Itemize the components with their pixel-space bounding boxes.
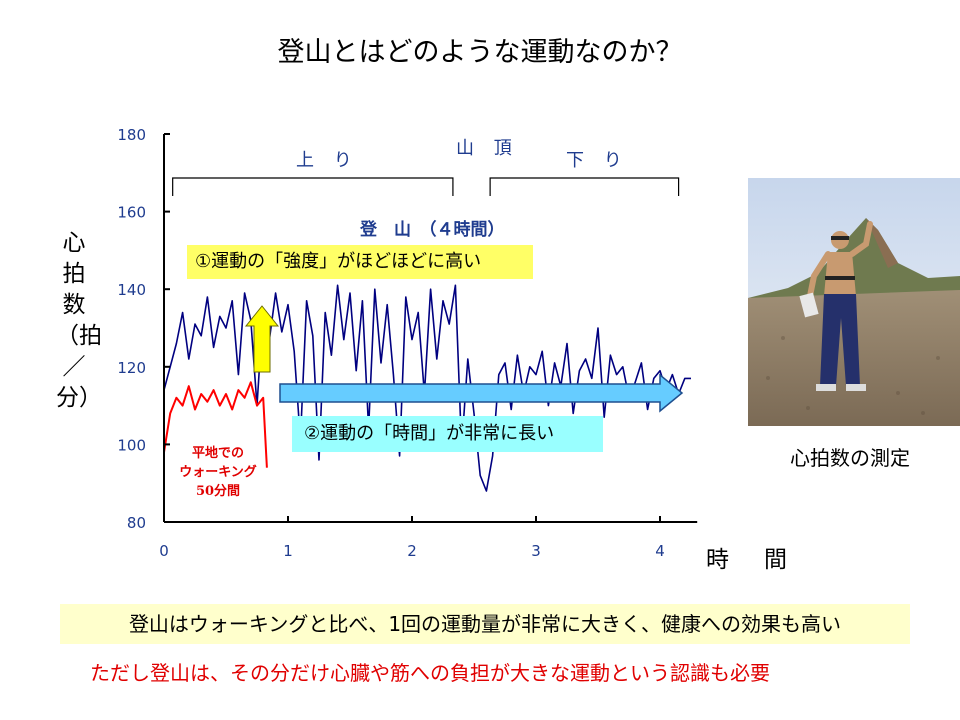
x-tick-label: 0 [159,542,169,560]
walking-heart-rate-line [163,381,268,468]
photo-caption: 心拍数の測定 [790,446,910,470]
y-tick-label: 120 [117,359,146,377]
phase-label-descent: 下 り [566,150,629,171]
x-axis-label: 時 間 [706,547,793,573]
duration-right-arrow [279,373,684,413]
intensity-up-arrow [244,305,280,373]
walking-annotation-line: ウォーキング [179,464,257,480]
y-tick-label: 140 [117,281,146,299]
intensity-callout: ①運動の「強度」がほどほどに高い [187,245,533,279]
x-tick-label: 4 [655,542,665,560]
ascent-bracket [172,177,454,196]
y-tick-label: 180 [117,126,146,144]
phase-label-ascent: 上 り [296,150,359,171]
descent-bracket [489,177,680,196]
x-tick-label: 1 [283,542,293,560]
duration-callout: ②運動の「時間」が非常に長い [292,416,603,452]
x-tick-label: 3 [531,542,541,560]
hiker-photo [748,178,960,426]
summary-statement: 登山はウォーキングと比べ、1回の運動量が非常に大きく、健康への効果も高い [60,604,910,644]
walking-annotation-line: 50分間 [196,483,240,499]
walking-annotation-line: 平地での [192,445,244,461]
y-tick-label: 80 [127,514,146,532]
y-tick-label: 100 [117,436,146,454]
slide-title: 登山とはどのような運動なのか？ [277,37,683,68]
warning-statement: ただし登山は、その分だけ心臓や筋への負担が大きな運動という認識も必要 [90,661,770,685]
phase-label-summit: 山 頂 [456,138,519,159]
y-tick-label: 160 [117,204,146,222]
x-tick-label: 2 [407,542,417,560]
hiking-series-label: 登 山 （４時間） [359,219,505,240]
